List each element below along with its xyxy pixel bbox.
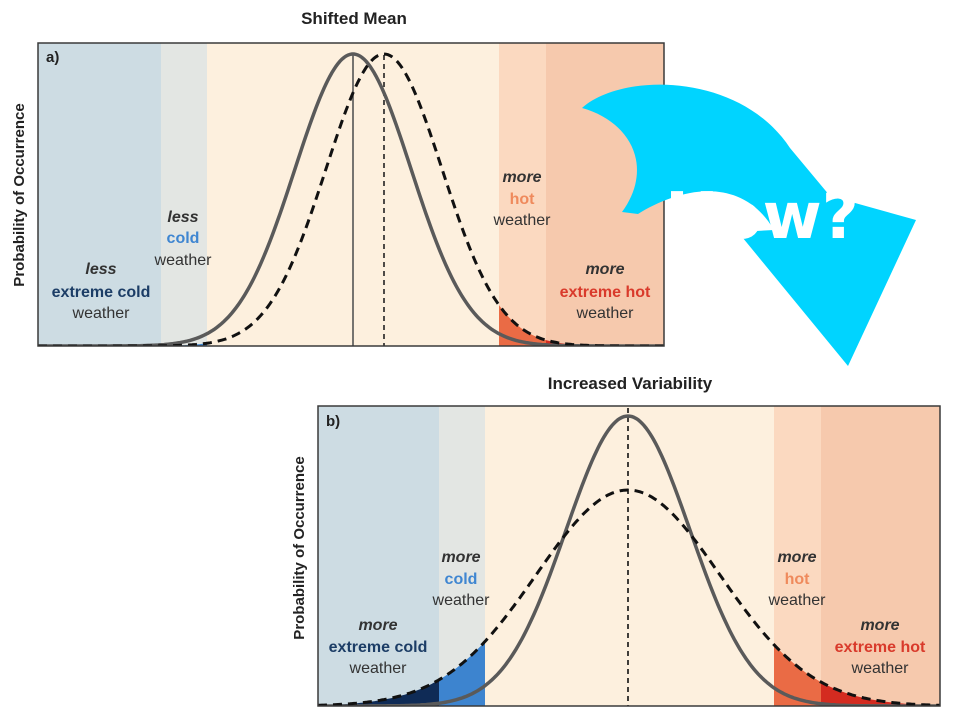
panel-b-hot-label: more hot weather [768,549,827,609]
category: extreme hot [560,284,651,301]
panel-a-hot-label: more hot weather [493,169,552,229]
panel-a-background-bands [38,43,664,346]
panel-b-extreme-hot-label: more extreme hot weather [835,617,926,677]
suffix: weather [768,592,827,609]
how-callout: How? [582,84,916,366]
panel-a: Shifted Mean Probability of Occurrence a… [11,9,665,347]
category: extreme hot [835,639,926,656]
tail-fill-hot [774,644,821,706]
qualifier: less [167,209,198,226]
suffix: weather [349,660,408,677]
qualifier: more [585,261,624,278]
band-extreme-cold [318,406,439,706]
category: cold [167,230,200,247]
tail-fill-hot [499,305,546,346]
suffix: weather [432,592,491,609]
category: hot [510,191,536,208]
band-cold [161,43,207,346]
suffix: weather [576,305,635,322]
band-extreme-hot [821,406,940,706]
category: extreme cold [52,284,151,301]
qualifier: more [860,617,899,634]
panel-b-label: b) [326,413,340,430]
band-extreme-cold [38,43,161,346]
band-hot [499,43,546,346]
panel-b-title: Increased Variability [548,374,713,393]
curved-arrow-icon [582,84,916,366]
panel-b: Increased Variability Probability of Occ… [291,374,941,707]
suffix: weather [851,660,910,677]
suffix: weather [493,212,552,229]
category: hot [785,571,811,588]
panel-b-extreme-cold-label: more extreme cold weather [329,617,428,677]
panel-a-label: a) [46,49,59,66]
panel-a-extreme-hot-label: more extreme hot weather [560,261,651,322]
category: cold [445,571,478,588]
suffix: weather [154,252,213,269]
new-climate-curve [318,488,940,706]
how-text: How? [665,180,859,254]
tail-fill-extreme-hot [821,682,940,706]
qualifier: more [358,617,397,634]
panel-b-frame [317,405,941,707]
panel-a-title: Shifted Mean [301,9,407,28]
new-climate-curve [38,52,664,346]
panel-b-background-bands [318,406,940,706]
qualifier: less [85,261,116,278]
panel-a-cold-label: less cold weather [154,209,213,269]
qualifier: more [777,549,816,566]
panel-a-extreme-cold-label: less extreme cold weather [52,261,151,322]
old-climate-curve [318,414,940,706]
tail-fill-extreme-cold [318,679,439,706]
suffix: weather [72,305,131,322]
panel-b-cold-label: more cold weather [432,549,491,609]
panel-b-y-axis-label: Probability of Occurrence [291,456,308,639]
tail-fill-cold [439,641,485,706]
category: extreme cold [329,639,428,656]
qualifier: more [502,169,541,186]
band-neutral [485,406,774,706]
panel-a-y-axis-label: Probability of Occurrence [11,103,28,286]
qualifier: more [441,549,480,566]
